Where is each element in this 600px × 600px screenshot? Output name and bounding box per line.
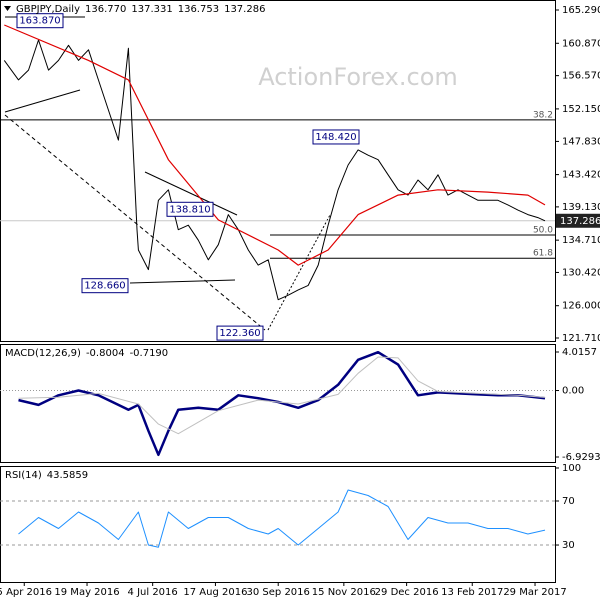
last-price-label: 137.286 bbox=[560, 216, 600, 227]
panel-title: RSI(14) bbox=[5, 470, 42, 481]
x-tick-label: 4 Jul 2016 bbox=[128, 587, 178, 598]
readout-value: 137.286 bbox=[224, 4, 265, 15]
trend-lines bbox=[4, 16, 331, 331]
y-tick-label: 152.150 bbox=[562, 104, 600, 115]
menu-arrow bbox=[4, 6, 11, 11]
y-tick-label: 134.710 bbox=[562, 235, 600, 246]
last-price-tag bbox=[556, 213, 600, 228]
fib-label: 50.0 bbox=[533, 226, 553, 236]
y-tick-label: 156.570 bbox=[562, 71, 600, 82]
annotation-box bbox=[16, 13, 64, 29]
x-tick-label: 19 May 2016 bbox=[54, 587, 119, 598]
trend-line bbox=[129, 279, 236, 284]
readout-value: 43.5859 bbox=[47, 470, 88, 481]
trend-line bbox=[144, 171, 238, 216]
y-tick-label: 126.000 bbox=[562, 301, 600, 312]
watermark: ActionForex.com bbox=[258, 63, 458, 91]
annotation-box bbox=[312, 129, 360, 145]
trend-line bbox=[4, 89, 81, 113]
series-line bbox=[18, 489, 546, 548]
series-line bbox=[18, 356, 546, 435]
x-tick-label: 15 Nov 2016 bbox=[312, 587, 376, 598]
panel-frame bbox=[0, 344, 556, 463]
readout-value: 137.331 bbox=[131, 4, 172, 15]
series-line bbox=[4, 24, 546, 266]
y-tick-label: 143.420 bbox=[562, 170, 600, 181]
y-tick-label: 160.870 bbox=[562, 38, 600, 49]
y-tick-label: 0.00 bbox=[562, 386, 584, 397]
annotation-label: 148.420 bbox=[315, 132, 356, 143]
y-tick-label: 165.290 bbox=[562, 5, 600, 16]
y-tick-label: 30 bbox=[562, 540, 575, 551]
x-tick-label: 30 Sep 2016 bbox=[247, 587, 310, 598]
trend-line bbox=[267, 214, 331, 331]
panel-frame bbox=[0, 0, 556, 342]
y-tick-label: 130.420 bbox=[562, 267, 600, 278]
annotation-box bbox=[216, 325, 264, 341]
y-tick-label: 139.130 bbox=[562, 202, 600, 213]
y-tick-label: 147.830 bbox=[562, 136, 600, 147]
annotation-label: 138.810 bbox=[169, 204, 210, 215]
y-tick-label: 4.0157 bbox=[562, 347, 597, 358]
annotation-label: 163.870 bbox=[19, 16, 60, 27]
y-tick-label: 100 bbox=[562, 463, 581, 474]
y-tick-label: -6.9293 bbox=[562, 452, 600, 463]
fib-label: 61.8 bbox=[533, 249, 553, 259]
annotation-box bbox=[81, 278, 129, 294]
y-tick-label: 121.710 bbox=[562, 333, 600, 344]
x-tick-label: 13 Feb 2017 bbox=[441, 587, 503, 598]
annotation-label: 128.660 bbox=[84, 281, 125, 292]
panel-title: GBPJPY,Daily bbox=[16, 4, 80, 15]
x-tick-label: 29 Mar 2017 bbox=[503, 587, 566, 598]
annotation-box bbox=[166, 201, 214, 217]
trend-line bbox=[4, 114, 266, 331]
series-line bbox=[18, 350, 546, 457]
readout-value: 136.770 bbox=[85, 4, 126, 15]
x-tick-label: 29 Dec 2016 bbox=[375, 587, 439, 598]
fib-label: 38.2 bbox=[533, 110, 553, 120]
readout-value: 136.753 bbox=[178, 4, 219, 15]
readout-value: -0.7190 bbox=[130, 348, 169, 359]
annotation-label: 122.360 bbox=[219, 328, 260, 339]
panel-title: MACD(12,26,9) bbox=[5, 348, 81, 359]
readout-value: -0.8004 bbox=[86, 348, 125, 359]
y-tick-label: 70 bbox=[562, 496, 575, 507]
x-tick-label: 5 Apr 2016 bbox=[0, 587, 52, 598]
x-tick-label: 17 Aug 2016 bbox=[183, 587, 247, 598]
